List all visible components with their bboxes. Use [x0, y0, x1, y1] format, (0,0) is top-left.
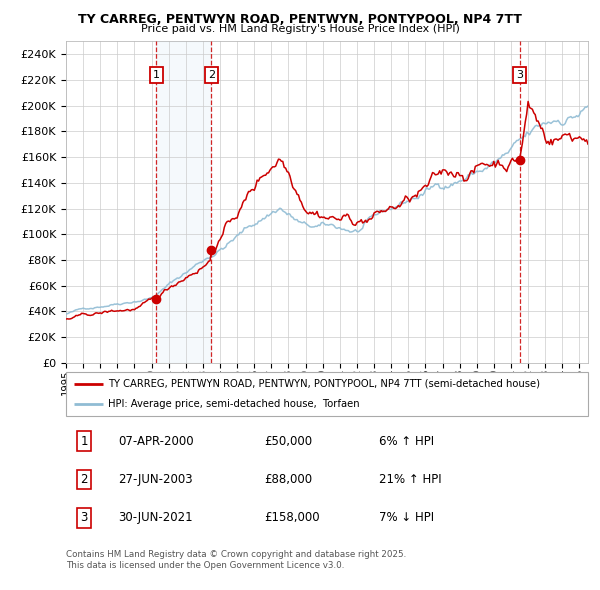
Text: 3: 3 [516, 70, 523, 80]
Text: TY CARREG, PENTWYN ROAD, PENTWYN, PONTYPOOL, NP4 7TT (semi-detached house): TY CARREG, PENTWYN ROAD, PENTWYN, PONTYP… [108, 379, 540, 389]
Text: 1: 1 [152, 70, 160, 80]
Text: 21% ↑ HPI: 21% ↑ HPI [379, 473, 442, 486]
Text: 30-JUN-2021: 30-JUN-2021 [118, 511, 193, 525]
FancyBboxPatch shape [66, 372, 588, 416]
Text: 2: 2 [80, 473, 88, 486]
Text: 7% ↓ HPI: 7% ↓ HPI [379, 511, 434, 525]
Text: 27-JUN-2003: 27-JUN-2003 [118, 473, 193, 486]
Text: Contains HM Land Registry data © Crown copyright and database right 2025.: Contains HM Land Registry data © Crown c… [66, 550, 406, 559]
Bar [156, 41, 211, 363]
Text: £50,000: £50,000 [265, 434, 313, 448]
Text: 2: 2 [208, 70, 215, 80]
Text: This data is licensed under the Open Government Licence v3.0.: This data is licensed under the Open Gov… [66, 560, 344, 569]
Text: 3: 3 [80, 511, 88, 525]
Text: 07-APR-2000: 07-APR-2000 [118, 434, 194, 448]
Text: 1: 1 [80, 434, 88, 448]
Text: Price paid vs. HM Land Registry's House Price Index (HPI): Price paid vs. HM Land Registry's House … [140, 24, 460, 34]
Text: 6% ↑ HPI: 6% ↑ HPI [379, 434, 434, 448]
Text: TY CARREG, PENTWYN ROAD, PENTWYN, PONTYPOOL, NP4 7TT: TY CARREG, PENTWYN ROAD, PENTWYN, PONTYP… [78, 13, 522, 26]
Text: £158,000: £158,000 [265, 511, 320, 525]
Text: £88,000: £88,000 [265, 473, 313, 486]
Text: HPI: Average price, semi-detached house,  Torfaen: HPI: Average price, semi-detached house,… [108, 399, 359, 409]
